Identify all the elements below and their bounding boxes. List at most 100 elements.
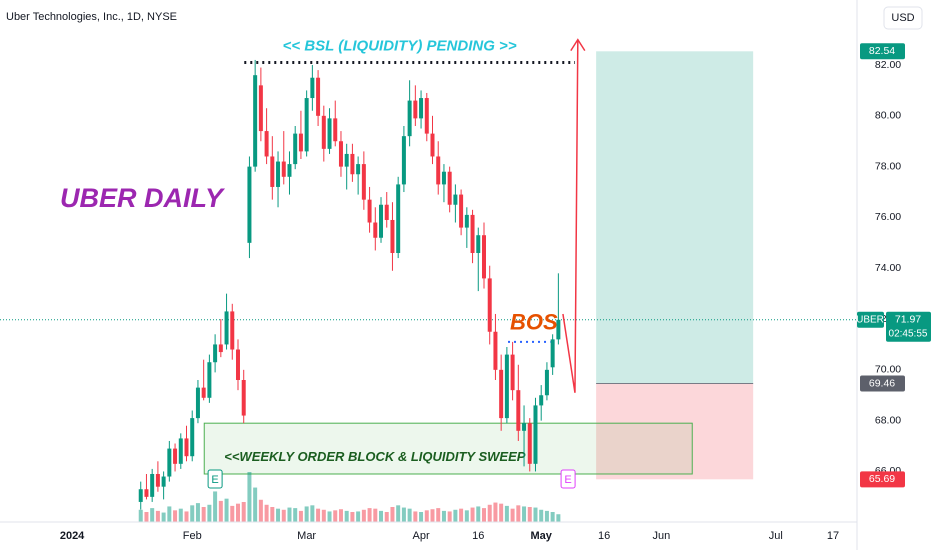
volume-bar	[527, 507, 532, 522]
volume-bar	[344, 510, 349, 522]
candle-body	[144, 489, 149, 497]
volume-bar	[218, 500, 223, 522]
candle-body	[344, 153, 349, 167]
y-tick-label: 76.00	[875, 211, 901, 223]
candle-body	[207, 362, 212, 398]
candle-body	[419, 98, 424, 119]
candle-body	[441, 171, 446, 185]
volume-bar	[304, 506, 309, 522]
candle-body	[178, 438, 183, 464]
stop-label: 65.69	[869, 473, 895, 485]
candle-body	[224, 311, 229, 345]
volume-bar	[516, 505, 521, 522]
volume-bar	[539, 509, 544, 522]
volume-bar	[384, 512, 389, 522]
y-tick-label: 80.00	[875, 110, 901, 122]
candle-body	[356, 164, 361, 175]
candle-body	[321, 115, 326, 149]
volume-bar	[481, 508, 486, 522]
volume-bar	[459, 508, 464, 522]
candle-body	[396, 184, 401, 253]
candle-body	[510, 354, 515, 391]
volume-bar	[138, 509, 143, 522]
volume-bar	[316, 508, 321, 522]
candle-body	[379, 204, 384, 238]
y-tick-label: 78.00	[875, 160, 901, 172]
candle-body	[487, 278, 492, 332]
earnings-marker	[207, 469, 223, 489]
candle-body	[316, 77, 321, 116]
x-tick-label: Jun	[652, 530, 670, 542]
volume-bar	[333, 510, 338, 522]
volume-bar	[361, 509, 366, 522]
volume-bar	[504, 505, 509, 522]
candle-body	[533, 405, 538, 464]
volume-bar	[287, 507, 292, 522]
volume-bar	[487, 504, 492, 522]
volume-bar	[419, 512, 424, 522]
target-badge	[860, 43, 905, 60]
bsl-label: << BSL (LIQUIDITY) PENDING >>	[283, 37, 517, 54]
y-tick-label: 68.00	[875, 414, 901, 426]
volume-bar	[436, 508, 441, 522]
currency-button[interactable]	[883, 6, 923, 30]
candle-body	[270, 156, 275, 187]
volume-bar	[350, 512, 355, 522]
volume-bar	[499, 503, 504, 522]
candle-body	[367, 199, 372, 223]
candle-body	[235, 349, 240, 381]
volume-bar	[424, 510, 429, 522]
symbol-label: UBER	[856, 314, 884, 325]
currency[interactable]: USD	[891, 12, 914, 24]
earnings-label: E	[564, 474, 571, 486]
candle-body	[258, 85, 263, 132]
volume-bar	[447, 511, 452, 522]
countdown-label: 02:45:55	[889, 328, 928, 339]
volume-bar	[338, 509, 343, 522]
candle-body	[436, 156, 441, 185]
volume-bar	[276, 508, 281, 522]
candle-body	[310, 77, 315, 99]
volume-bar	[281, 509, 286, 522]
volume-bar	[407, 508, 412, 522]
x-tick-label: 2024	[60, 530, 85, 542]
candle-body	[155, 473, 160, 487]
volume-bar	[510, 508, 515, 522]
y-tick-label: 70.00	[875, 364, 901, 376]
volume-bar	[144, 512, 149, 522]
volume-bar	[327, 511, 332, 522]
volume-bar	[201, 507, 206, 522]
candle-body	[138, 489, 143, 502]
candle-body	[493, 331, 498, 370]
entry-badge	[860, 375, 905, 392]
chart-title: Uber Technologies, Inc., 1D, NYSE	[6, 11, 177, 23]
candle-body	[453, 194, 458, 205]
x-tick-label: May	[530, 530, 552, 542]
volume-bar	[178, 508, 183, 522]
arrow-head	[570, 38, 586, 52]
volume-bar	[224, 498, 229, 522]
candle-body	[230, 311, 235, 350]
candle-body	[173, 448, 178, 464]
candle-body	[201, 387, 206, 398]
candle-body	[401, 136, 406, 185]
volume-bar	[453, 509, 458, 522]
volume-bar	[390, 507, 395, 522]
earnings-label: E	[211, 474, 218, 486]
candle-body	[213, 344, 218, 363]
volume-bar	[190, 505, 195, 522]
volume-bar	[184, 511, 189, 522]
candle-body	[293, 133, 298, 165]
x-tick-label: Mar	[297, 530, 316, 542]
volume-bar	[441, 510, 446, 522]
x-tick-label: 16	[472, 530, 484, 542]
volume-bar	[396, 505, 401, 522]
last-price-badge	[886, 311, 931, 342]
candle-body	[373, 222, 378, 238]
stop-badge	[860, 471, 905, 488]
candle-body	[276, 161, 281, 187]
bos-label: BOS	[510, 310, 558, 335]
candle-body	[430, 133, 435, 157]
volume-bar	[150, 508, 155, 522]
volume-bar	[253, 487, 258, 522]
